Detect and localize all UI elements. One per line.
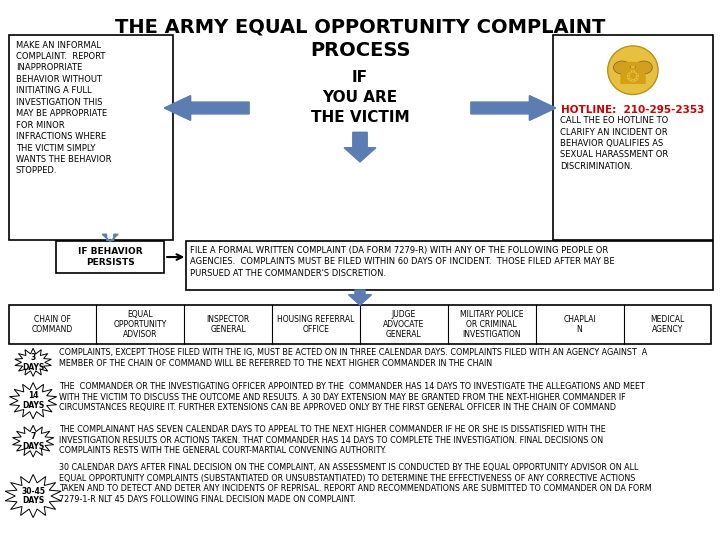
FancyBboxPatch shape bbox=[9, 35, 173, 240]
Text: INSPECTOR
GENERAL: INSPECTOR GENERAL bbox=[207, 315, 250, 334]
Text: 7
DAYS: 7 DAYS bbox=[22, 432, 44, 450]
Polygon shape bbox=[9, 382, 57, 419]
Text: PROCESS: PROCESS bbox=[310, 40, 410, 59]
Text: THE  COMMANDER OR THE INVESTIGATING OFFICER APPOINTED BY THE  COMMANDER HAS 14 D: THE COMMANDER OR THE INVESTIGATING OFFIC… bbox=[59, 382, 645, 412]
Text: JUDGE
ADVOCATE
GENERAL: JUDGE ADVOCATE GENERAL bbox=[383, 309, 425, 340]
Text: MAKE AN INFORMAL
COMPLAINT.  REPORT
INAPPROPRIATE
BEHAVIOR WITHOUT
INITIATING A : MAKE AN INFORMAL COMPLAINT. REPORT INAPP… bbox=[16, 40, 112, 176]
Text: MILITARY POLICE
OR CRIMINAL
INVESTIGATION: MILITARY POLICE OR CRIMINAL INVESTIGATIO… bbox=[460, 309, 523, 340]
Text: MEDICAL
AGENCY: MEDICAL AGENCY bbox=[650, 315, 685, 334]
Circle shape bbox=[613, 61, 631, 74]
Text: THE COMPLAINANT HAS SEVEN CALENDAR DAYS TO APPEAL TO THE NEXT HIGHER COMMANDER I: THE COMPLAINANT HAS SEVEN CALENDAR DAYS … bbox=[59, 425, 606, 455]
Text: 3
DAYS: 3 DAYS bbox=[22, 353, 44, 372]
Text: ☎: ☎ bbox=[614, 61, 652, 90]
Polygon shape bbox=[5, 475, 61, 517]
Text: FILE A FORMAL WRITTEN COMPLAINT (DA FORM 7279-R) WITH ANY OF THE FOLLOWING PEOPL: FILE A FORMAL WRITTEN COMPLAINT (DA FORM… bbox=[190, 246, 615, 278]
Polygon shape bbox=[471, 96, 556, 120]
Text: IF
YOU ARE
THE VICTIM: IF YOU ARE THE VICTIM bbox=[311, 70, 409, 125]
Text: 30 CALENDAR DAYS AFTER FINAL DECISION ON THE COMPLAINT, AN ASSESSMENT IS CONDUCT: 30 CALENDAR DAYS AFTER FINAL DECISION ON… bbox=[59, 463, 652, 504]
Polygon shape bbox=[344, 132, 376, 162]
Text: COMPLAINTS, EXCEPT THOSE FILED WITH THE IG, MUST BE ACTED ON IN THREE CALENDAR D: COMPLAINTS, EXCEPT THOSE FILED WITH THE … bbox=[59, 348, 647, 368]
Text: 14
DAYS: 14 DAYS bbox=[22, 392, 44, 410]
Polygon shape bbox=[348, 290, 372, 305]
Ellipse shape bbox=[608, 46, 658, 94]
Text: CHAPLAI
N: CHAPLAI N bbox=[563, 315, 596, 334]
Polygon shape bbox=[164, 96, 249, 120]
Text: THE ARMY EQUAL OPPORTUNITY COMPLAINT: THE ARMY EQUAL OPPORTUNITY COMPLAINT bbox=[114, 17, 606, 36]
Text: EQUAL
OPPORTUNITY
ADVISOR: EQUAL OPPORTUNITY ADVISOR bbox=[114, 309, 167, 340]
Text: CHAIN OF
COMMAND: CHAIN OF COMMAND bbox=[32, 315, 73, 334]
Text: HOTLINE:  210-295-2353: HOTLINE: 210-295-2353 bbox=[561, 105, 705, 116]
Polygon shape bbox=[15, 348, 51, 376]
Text: IF BEHAVIOR
PERSISTS: IF BEHAVIOR PERSISTS bbox=[78, 247, 143, 267]
Text: 30-45
DAYS: 30-45 DAYS bbox=[21, 487, 45, 505]
Text: HOUSING REFERRAL
OFFICE: HOUSING REFERRAL OFFICE bbox=[277, 315, 355, 334]
FancyBboxPatch shape bbox=[56, 241, 164, 273]
Polygon shape bbox=[102, 234, 118, 241]
FancyBboxPatch shape bbox=[553, 35, 713, 240]
Text: CALL THE EO HOTLINE TO
CLARIFY AN INCIDENT OR
BEHAVIOR QUALIFIES AS
SEXUAL HARAS: CALL THE EO HOTLINE TO CLARIFY AN INCIDE… bbox=[560, 116, 668, 171]
Polygon shape bbox=[12, 426, 54, 457]
FancyBboxPatch shape bbox=[186, 241, 713, 290]
FancyBboxPatch shape bbox=[9, 305, 711, 344]
Circle shape bbox=[635, 61, 652, 74]
